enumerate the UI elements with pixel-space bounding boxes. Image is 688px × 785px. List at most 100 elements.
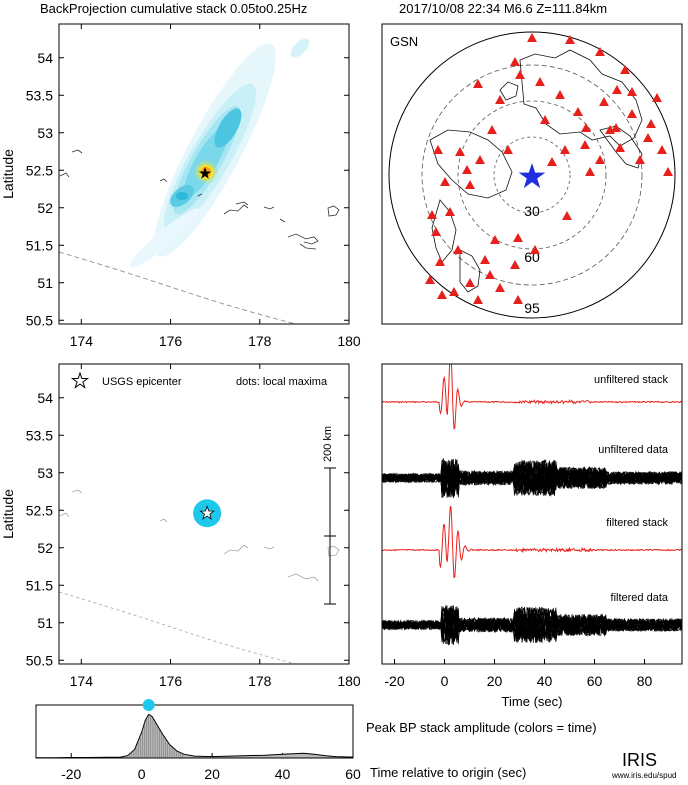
x-tick-label: 176	[159, 673, 183, 689]
station-triangle-icon	[437, 290, 447, 299]
station-triangle-icon	[425, 275, 435, 284]
station-triangle-icon	[530, 245, 540, 254]
y-tick-label: 54	[37, 390, 53, 406]
y-tick-label: 51	[37, 615, 53, 631]
trace-label-filtered-stack: filtered stack	[606, 517, 668, 529]
distance-ring-label: 30	[524, 203, 540, 219]
station-triangle-icon	[627, 109, 637, 118]
y-tick-label: 50.5	[26, 312, 53, 328]
distance-ring-label: 95	[524, 300, 540, 316]
bp-map-frame	[58, 23, 350, 325]
epicenter-star-icon	[198, 167, 212, 179]
trench-line	[59, 251, 299, 324]
x-tick-label: 20	[487, 673, 503, 689]
trace-label-filtered-data: filtered data	[611, 592, 669, 604]
station-triangle-icon	[427, 210, 437, 219]
y-tick-label: 52.5	[26, 162, 53, 178]
x-tick-label: 80	[637, 673, 653, 689]
station-triangle-icon	[495, 283, 505, 292]
station-triangle-icon	[595, 47, 605, 56]
seismogram-xlabel: Time (sec)	[502, 694, 563, 709]
station-triangle-icon	[580, 140, 590, 149]
data-trace	[382, 607, 682, 645]
station-triangle-icon	[611, 123, 621, 132]
maxima-map-axes: 174 176 178 180 50.5 51 51.5 52 52.5 53 53.5 54 Lati…	[0, 364, 361, 689]
filtered-stack-trace	[382, 506, 682, 579]
station-triangle-icon	[503, 145, 513, 154]
x-tick-label: 178	[248, 333, 272, 349]
station-triangle-icon	[573, 107, 583, 116]
x-tick-label: 0	[441, 673, 449, 689]
peak-amplitude-hatch	[127, 714, 183, 758]
iris-url: www.iris.edu/spud	[611, 771, 676, 780]
station-triangle-icon	[473, 295, 483, 304]
peak-amplitude-frame	[35, 704, 354, 759]
iris-logo: IRIS www.iris.edu/spud	[611, 750, 676, 780]
station-triangle-icon	[495, 95, 505, 104]
network-label: GSN	[390, 34, 418, 49]
bp-energy-cloud	[130, 38, 310, 268]
stations	[425, 33, 673, 304]
station-triangle-icon	[453, 245, 463, 254]
station-triangle-icon	[433, 145, 443, 154]
station-triangle-icon	[527, 33, 537, 42]
x-tick-label: 174	[70, 333, 94, 349]
scale-bar-label: 200 km	[322, 426, 334, 462]
station-triangle-icon	[627, 87, 637, 96]
maxima-map-frame	[58, 363, 350, 665]
station-triangle-icon	[565, 35, 575, 44]
peak-amplitude-xlabel: Time relative to origin (sec)	[370, 765, 526, 780]
data-trace	[382, 460, 682, 496]
seismogram-axes: -20 0 20 40 60 80	[384, 659, 652, 689]
scale-bar	[324, 467, 336, 605]
legend-star-icon	[70, 371, 90, 389]
station-triangle-icon	[581, 123, 591, 132]
seismogram-panel: unfiltered stack unfiltered data filtere…	[381, 363, 683, 709]
station-triangle-icon	[465, 278, 475, 287]
usgs-epicenter-star-icon	[199, 505, 215, 520]
station-triangle-icon	[449, 287, 459, 296]
station-triangle-icon	[435, 257, 445, 266]
y-tick-label: 54	[37, 50, 53, 66]
peak-time-marker	[142, 699, 155, 711]
station-triangle-icon	[513, 233, 523, 242]
y-axis-label: Latitude	[0, 489, 16, 539]
station-triangle-icon	[455, 147, 465, 156]
station-triangle-icon	[585, 167, 595, 176]
station-triangle-icon	[635, 155, 645, 164]
y-tick-label: 50.5	[26, 652, 53, 668]
x-tick-label: -20	[384, 673, 404, 689]
y-tick-label: 52.5	[26, 502, 53, 518]
bp-map-panel: 174 176 178 180 50.5 51 51.5 52 52.5 53 53.5 54 Lati…	[0, 23, 361, 349]
maxima-map-panel: 174 176 178 180 50.5 51 51.5 52 52.5 53 53.5 54 Lati…	[0, 363, 361, 689]
x-tick-label: 178	[248, 673, 272, 689]
x-tick-label: 60	[345, 766, 361, 782]
trace-label-unfiltered-data: unfiltered data	[598, 444, 669, 456]
epicenter-blue-star-icon	[518, 163, 546, 189]
x-tick-label: -20	[61, 766, 81, 782]
y-tick-label: 52	[37, 200, 53, 216]
station-triangle-icon	[445, 207, 455, 216]
x-tick-label: 60	[587, 673, 603, 689]
station-triangle-icon	[663, 167, 673, 176]
station-triangle-icon	[485, 270, 495, 279]
station-triangle-icon	[515, 70, 525, 79]
bp-map-axes: 174 176 178 180 50.5 51 51.5 52 52.5 53 53.5 54 Lati…	[0, 24, 361, 349]
station-map-frame	[381, 23, 683, 325]
peak-amplitude-panel: -20 0 20 40 60 Peak BP stack amplitude (colo…	[35, 699, 597, 782]
y-tick-label: 52	[37, 540, 53, 556]
station-triangle-icon	[562, 211, 572, 220]
station-triangle-icon	[480, 255, 490, 264]
station-triangle-icon	[547, 157, 557, 166]
unfiltered-stack-trace	[382, 364, 682, 430]
station-triangle-icon	[560, 145, 570, 154]
legend-epicenter: USGS epicenter	[102, 376, 182, 388]
x-tick-label: 40	[537, 673, 553, 689]
y-tick-label: 53	[37, 125, 53, 141]
station-triangle-icon	[643, 133, 653, 142]
iris-logo-text: IRIS	[622, 750, 657, 770]
x-tick-label: 0	[138, 766, 146, 782]
x-tick-label: 180	[337, 333, 361, 349]
station-triangle-icon	[646, 119, 656, 128]
station-triangle-icon	[487, 125, 497, 134]
